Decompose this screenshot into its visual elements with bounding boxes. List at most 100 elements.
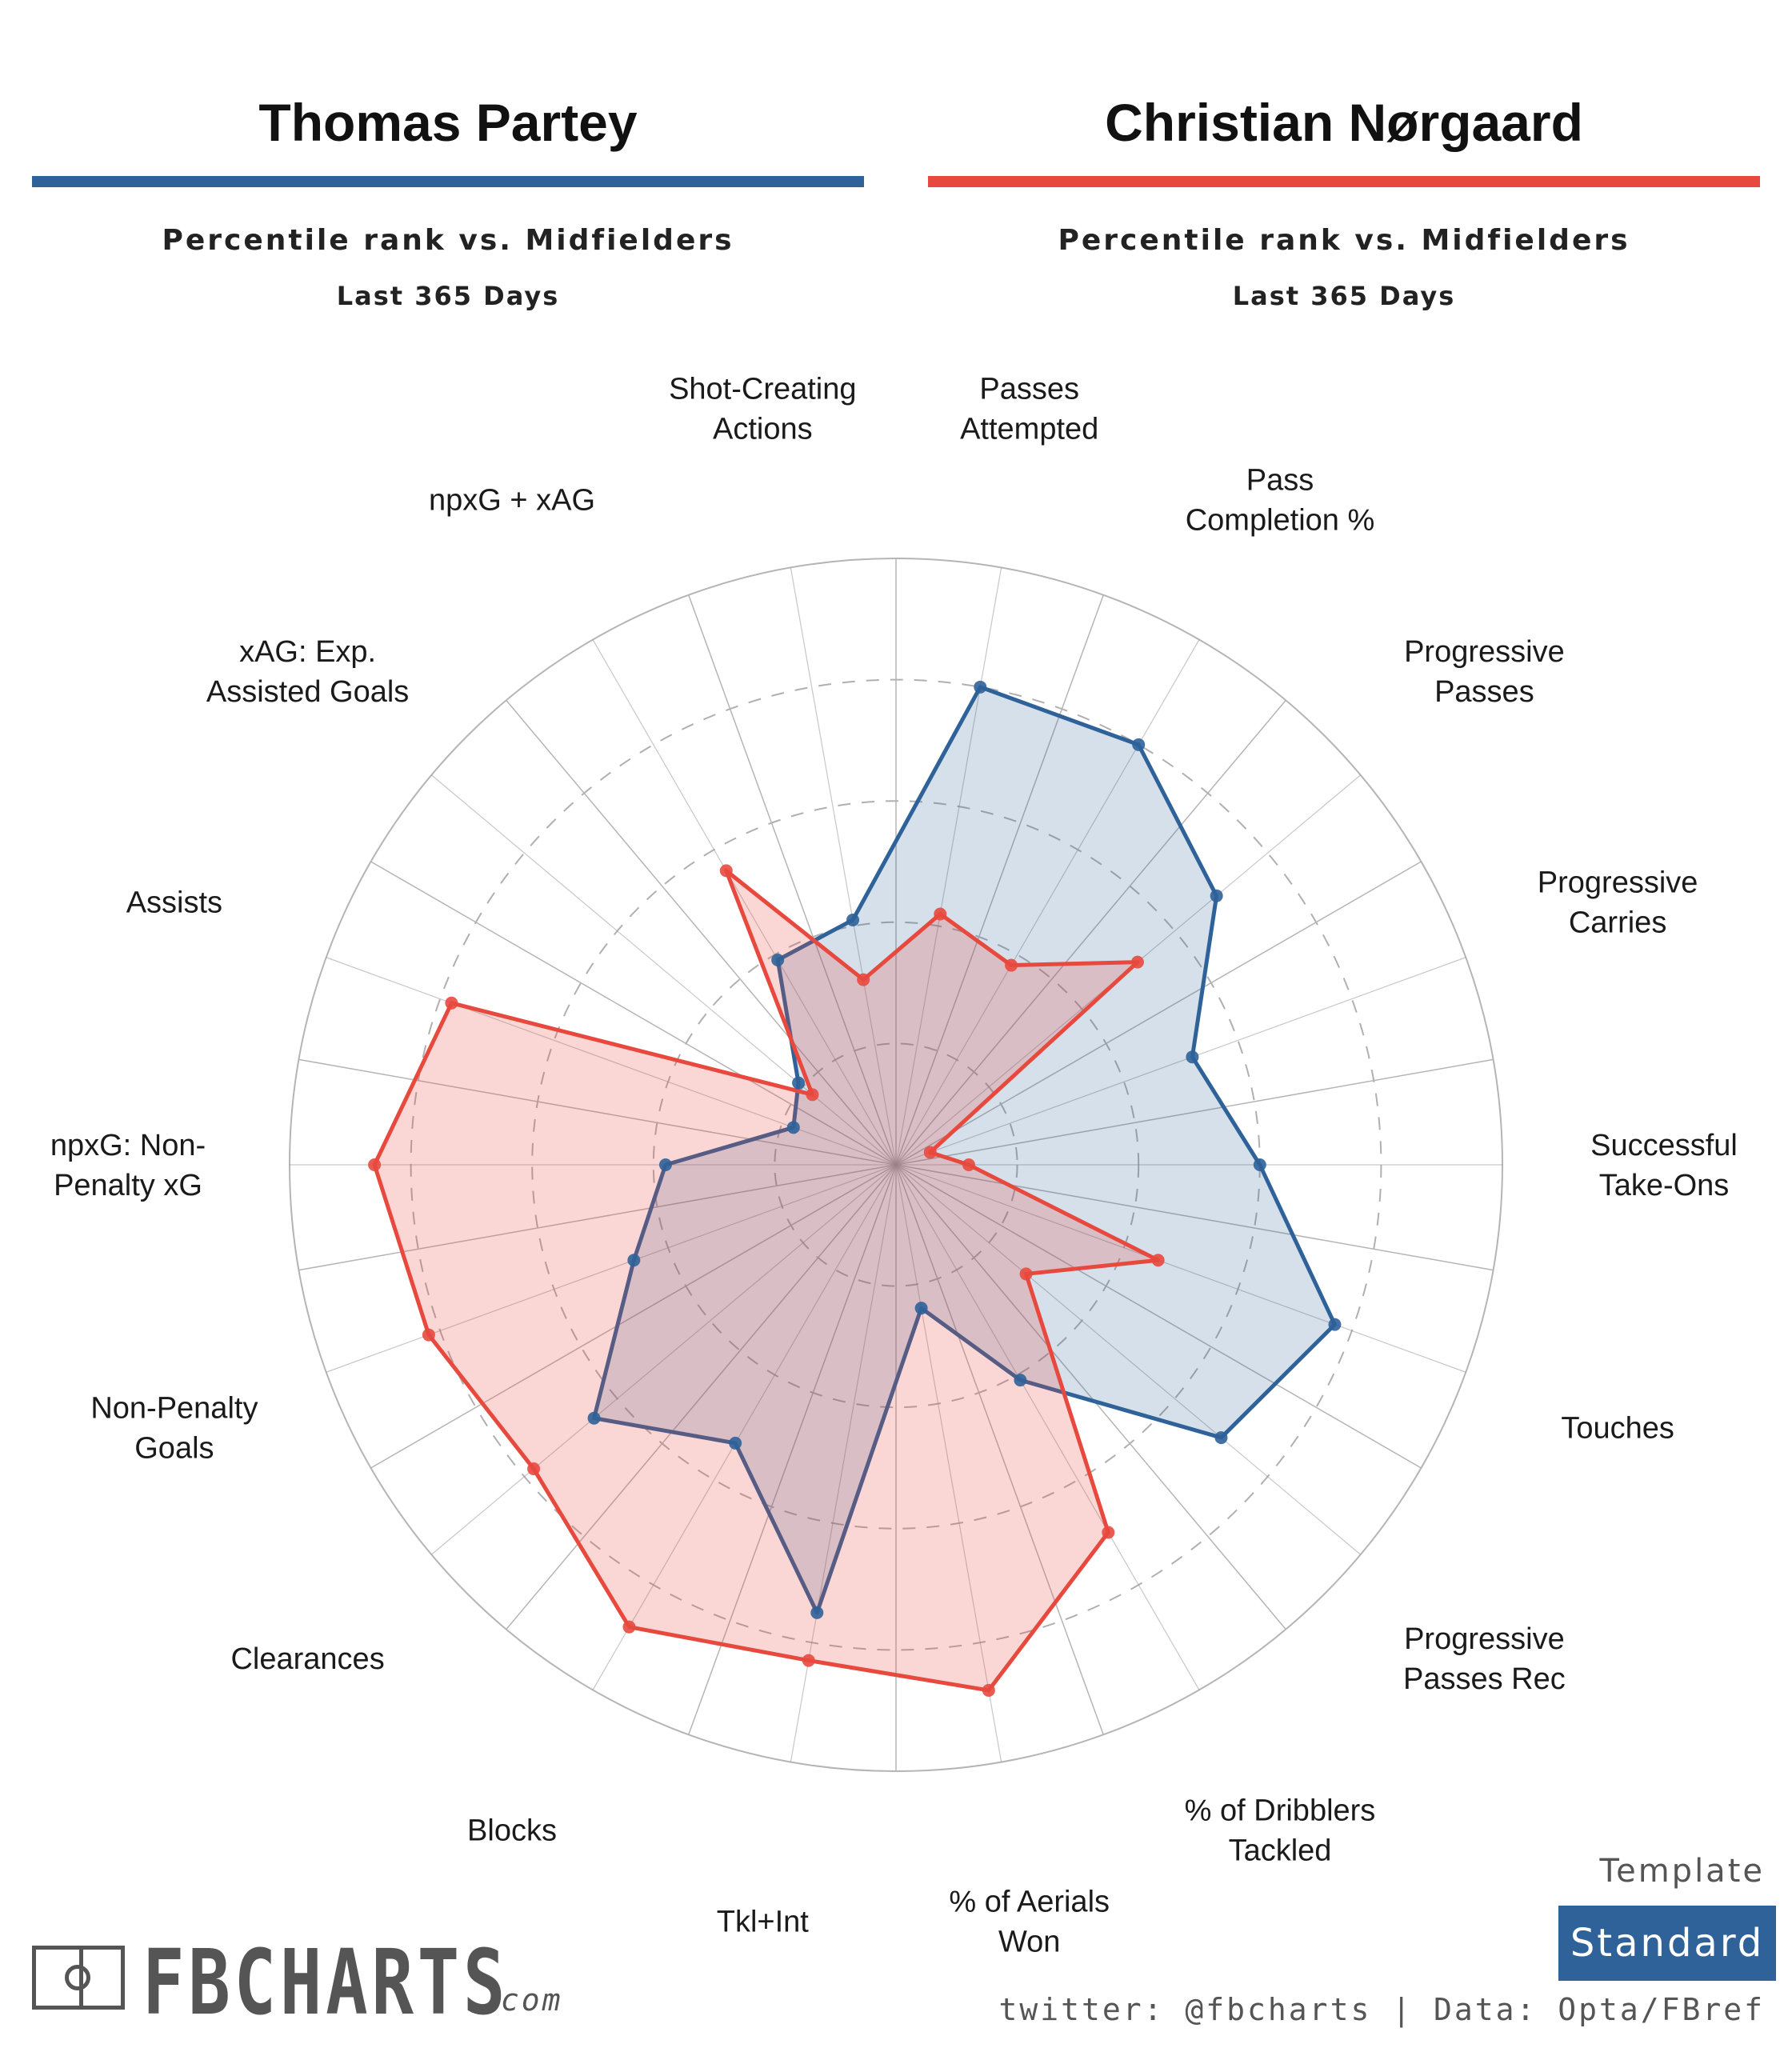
- axis-label-9: % of Aerials Won: [949, 1885, 1110, 1958]
- radar-axis-spoke-11: [592, 1164, 897, 1690]
- fbcharts-logo: FBCHARTS .com: [32, 1931, 576, 2035]
- series-1-point-6: [1328, 1318, 1342, 1331]
- series-2-point-13: [422, 1328, 435, 1342]
- radar-axis-spoke-17: [592, 639, 897, 1166]
- radar-sector-line-5: [895, 1164, 1494, 1271]
- series-2-point-8: [1102, 1526, 1115, 1539]
- series-2-point-12: [527, 1462, 541, 1476]
- player-left-subtitle: Percentile rank vs. Midfielders: [162, 224, 734, 257]
- axis-label-15: Assists: [126, 886, 222, 920]
- radar-axis-spoke-16: [430, 774, 897, 1166]
- player-right-period: Last 365 Days: [1232, 281, 1456, 311]
- series-2-point-11: [622, 1620, 636, 1634]
- player-right-color-bar: [928, 176, 1760, 187]
- series-2-point-5: [962, 1158, 975, 1171]
- radar-axis-spoke-1: [895, 567, 1002, 1166]
- series-1-point-11: [729, 1436, 742, 1450]
- series-1-point-3: [1210, 889, 1223, 902]
- player-left-name: Thomas Partey: [258, 93, 638, 152]
- series-2-point-3: [1130, 955, 1144, 969]
- series-1-point-8: [1014, 1374, 1027, 1387]
- series-1-point-12: [587, 1411, 601, 1425]
- radar-sector-line-10: [688, 1164, 897, 1735]
- series-1-point-16: [792, 1076, 806, 1090]
- radar-sector-line-16: [506, 699, 897, 1166]
- radar-sector-line-13: [298, 1164, 897, 1271]
- series-2-point-14: [368, 1158, 382, 1171]
- series-2-point-1: [934, 907, 947, 921]
- series-2-point-6: [1151, 1254, 1165, 1267]
- radar-sector-line-8: [895, 1164, 1104, 1735]
- player-right-header: Christian Nørgaard Percentile rank vs. M…: [928, 0, 1760, 311]
- series-2-point-9: [982, 1683, 995, 1697]
- radar-sector-line-14: [298, 1058, 897, 1166]
- radar-sector-line-4: [895, 1058, 1494, 1166]
- radar-axis-spoke-12: [430, 1164, 897, 1555]
- player-right-subtitle: Percentile rank vs. Midfielders: [1058, 224, 1630, 257]
- series-1-point-4: [1186, 1050, 1199, 1064]
- axis-label-8: % of Dribblers Tackled: [1185, 1794, 1376, 1867]
- radar-axis-spoke-18: [790, 567, 897, 1166]
- series-2-point-10: [802, 1654, 815, 1667]
- series-2-point-15: [445, 996, 458, 1010]
- axis-label-1: Passes Attempted: [960, 373, 1098, 446]
- axis-label-13: Non-Penalty Goals: [90, 1391, 258, 1465]
- axis-label-3: Progressive Passes: [1404, 635, 1565, 709]
- radar-sector-line-1: [895, 594, 1104, 1166]
- series-1-point-7: [1214, 1431, 1228, 1445]
- radar-sector-line-17: [688, 594, 897, 1166]
- series-1-point-5: [1253, 1158, 1266, 1171]
- radar-sector-line-11: [506, 1164, 897, 1630]
- series-1-point-17: [771, 953, 785, 966]
- player-left-color-bar: [32, 176, 864, 187]
- template-badge: Standard: [1558, 1906, 1776, 1981]
- series-2-point-16: [806, 1088, 819, 1102]
- radar-sector-line-12: [370, 1164, 897, 1469]
- series-1-point-1: [974, 680, 987, 694]
- radar-sector-line-2: [895, 699, 1286, 1166]
- logo-text: FBCHARTS: [142, 1931, 510, 2035]
- radar-sector-line-15: [370, 861, 897, 1166]
- series-2-point-18: [857, 973, 870, 986]
- template-label: Template: [1599, 1853, 1765, 1890]
- radar-axis-spoke-8: [895, 1164, 1200, 1690]
- axis-label-7: Progressive Passes Rec: [1403, 1622, 1566, 1696]
- series-1-point-13: [627, 1254, 641, 1267]
- radar-axis-spoke-7: [895, 1164, 1362, 1555]
- series-2-point-17: [719, 864, 733, 878]
- radar-axis-spoke-2: [895, 639, 1200, 1166]
- pitch-icon: [32, 1946, 125, 2010]
- axis-label-14: npxG: Non-Penalty xG: [50, 1129, 206, 1202]
- radar-axis-spoke-9: [895, 1164, 1002, 1762]
- series-2-point-4: [923, 1146, 937, 1159]
- axis-label-18: Shot-Creating Actions: [669, 373, 856, 446]
- series-1-point-18: [846, 913, 860, 926]
- axis-label-16: xAG: Exp. Assisted Goals: [206, 635, 409, 709]
- radar-axis-spoke-4: [895, 957, 1466, 1166]
- axis-label-2: Pass Completion %: [1186, 464, 1375, 538]
- player-left-header: Thomas Partey Percentile rank vs. Midfie…: [32, 0, 864, 311]
- series-2-point-7: [1019, 1267, 1033, 1281]
- axis-label-10: Tkl+Int: [717, 1905, 810, 1938]
- radar-axis-spoke-6: [895, 1164, 1466, 1373]
- player-left-period: Last 365 Days: [336, 281, 560, 311]
- series-1-point-2: [1132, 738, 1146, 751]
- credits: twitter: @fbcharts | Data: Opta/FBref: [998, 1992, 1765, 2027]
- radar-axis-spoke-15: [326, 957, 897, 1166]
- series-1-point-15: [786, 1121, 800, 1134]
- axis-label-6: Touches: [1561, 1411, 1674, 1445]
- radar-sector-line-6: [895, 1164, 1422, 1469]
- axis-label-12: Clearances: [230, 1642, 384, 1676]
- radar-sector-line-7: [895, 1164, 1286, 1630]
- series-1-point-14: [658, 1158, 672, 1171]
- logo-suffix: .com: [480, 1982, 563, 2018]
- player-right-name: Christian Nørgaard: [1105, 93, 1583, 152]
- radar-axis-spoke-13: [326, 1164, 897, 1373]
- radar-sector-line-3: [895, 861, 1422, 1166]
- axis-label-11: Blocks: [467, 1814, 557, 1847]
- series-1-point-9: [914, 1302, 928, 1315]
- axis-label-17: npxG + xAG: [429, 484, 595, 518]
- axis-label-5: Successful Take-Ons: [1590, 1129, 1738, 1202]
- series-2-point-2: [1005, 958, 1018, 972]
